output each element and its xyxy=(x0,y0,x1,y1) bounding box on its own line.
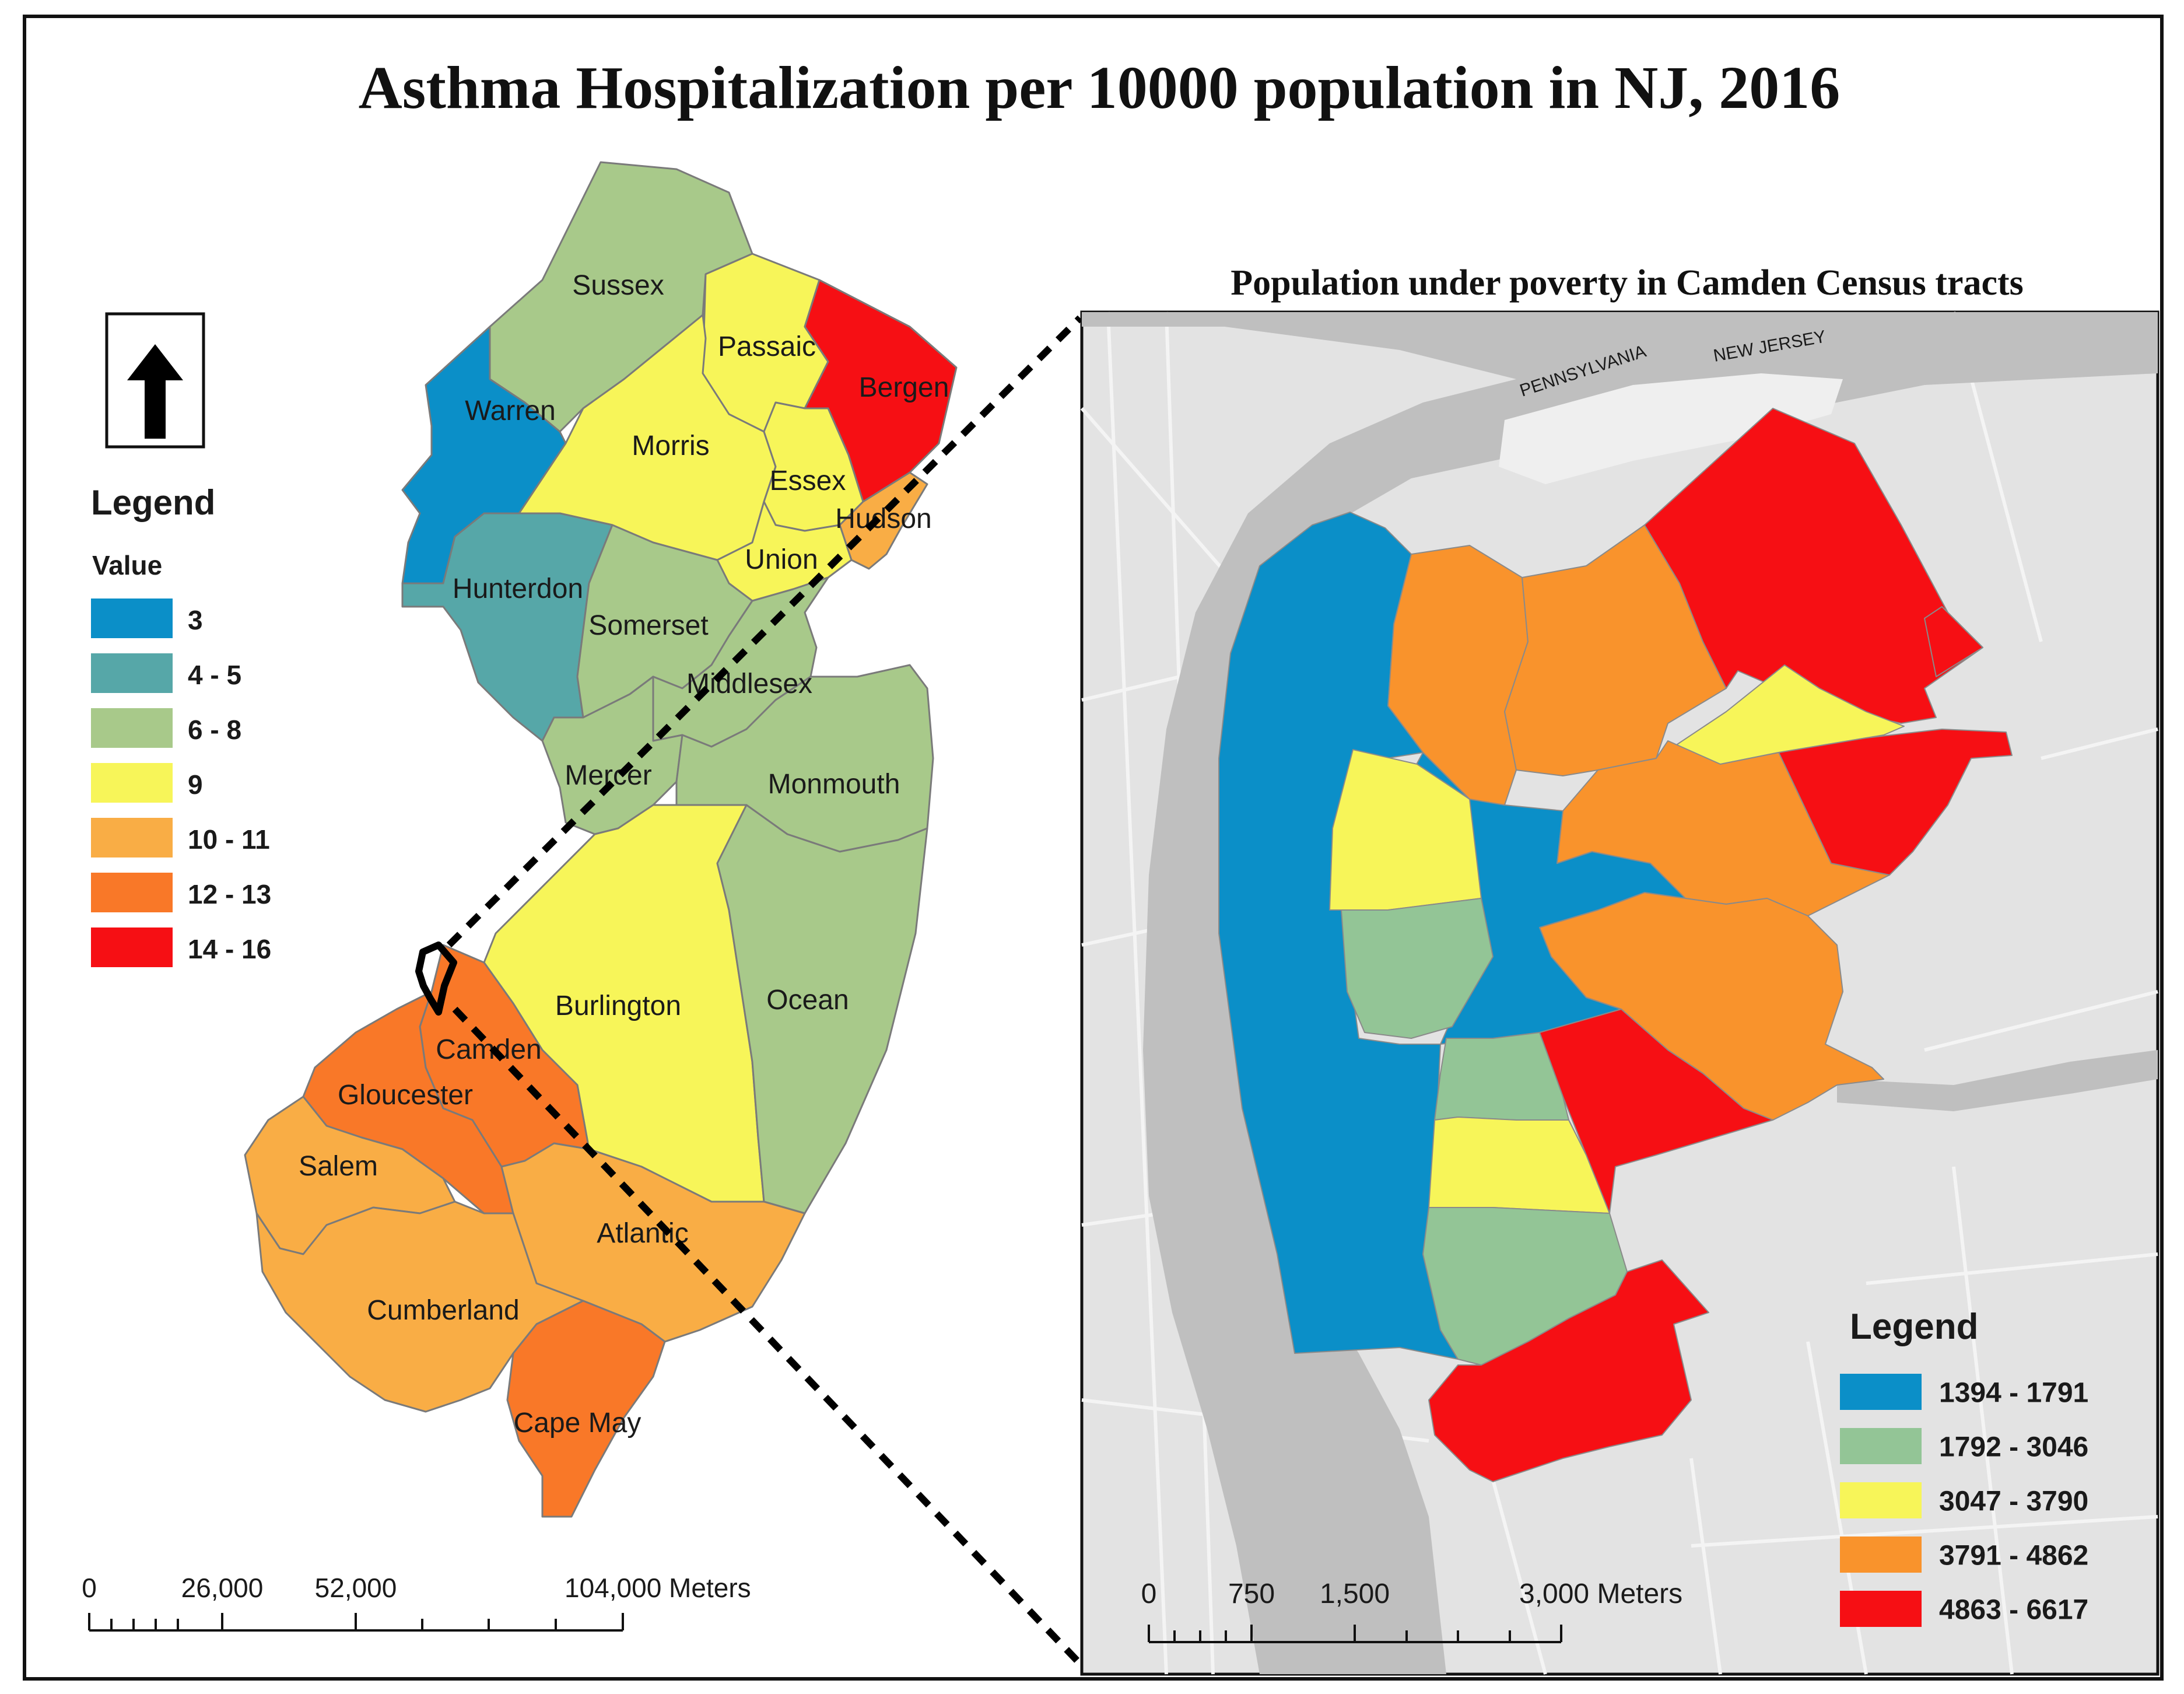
census-tracts xyxy=(1218,408,2013,1482)
tract-orange-n1[interactable] xyxy=(1387,545,1529,806)
inset-legend-swatch-3 xyxy=(1840,1536,1922,1573)
inset-legend-label-0: 1394 - 1791 xyxy=(1939,1377,2088,1408)
inset-scale-labels: 0 750 1,500 3,000 Meters xyxy=(1141,1578,1683,1609)
tract-red-e-notch[interactable] xyxy=(1924,606,1983,677)
nj-legend-swatch-6 xyxy=(91,928,173,967)
county-cape-may[interactable] xyxy=(506,1300,666,1518)
label-monmouth: Monmouth xyxy=(768,769,900,800)
nj-legend: Legend Value 3 4 - 5 6 - 8 9 10 - 11 12 - 13 1… xyxy=(91,483,271,967)
nj-legend-swatch-2 xyxy=(91,708,173,748)
nj-legend-label-4: 10 - 11 xyxy=(188,824,270,855)
inset-legend-swatch-1 xyxy=(1840,1428,1922,1464)
label-bergen: Bergen xyxy=(859,372,949,403)
label-middlesex: Middlesex xyxy=(686,668,812,699)
nj-legend-swatch-5 xyxy=(91,873,173,912)
inset-scale-label-0: 0 xyxy=(1141,1578,1157,1609)
inset-legend-title: Legend xyxy=(1850,1307,1978,1347)
nj-legend-label-5: 12 - 13 xyxy=(188,879,271,909)
nj-scale-label-1: 26,000 xyxy=(181,1573,264,1603)
inset-legend-label-2: 3047 - 3790 xyxy=(1939,1486,2088,1517)
inset-legend-swatch-2 xyxy=(1840,1482,1922,1518)
label-gloucester: Gloucester xyxy=(338,1080,473,1111)
nj-legend-swatch-3 xyxy=(91,763,173,803)
inset-scale-label-3: 3,000 Meters xyxy=(1519,1578,1682,1609)
inset-legend-items: 1394 - 1791 1792 - 3046 3047 - 3790 3791 - … xyxy=(1840,1374,2088,1627)
main-title: Asthma Hospitalization per 10000 populat… xyxy=(359,54,1841,121)
inset-legend-label-4: 4863 - 6617 xyxy=(1939,1594,2088,1625)
inset-legend: Legend 1394 - 1791 1792 - 3046 3047 - 3790… xyxy=(1840,1307,2088,1627)
label-warren: Warren xyxy=(465,396,556,426)
nj-scale-labels: 0 26,000 52,000 104,000 Meters xyxy=(82,1573,751,1603)
label-hunterdon: Hunterdon xyxy=(453,573,583,604)
nj-scale-label-0: 0 xyxy=(82,1573,97,1603)
inset-title: Population under poverty in Camden Censu… xyxy=(1231,263,2024,303)
inset-legend-label-1: 1792 - 3046 xyxy=(1939,1432,2088,1462)
tract-red-s[interactable] xyxy=(1428,1259,1709,1482)
nj-legend-title: Legend xyxy=(91,483,215,522)
nj-legend-label-0: 3 xyxy=(188,605,203,635)
label-cumberland: Cumberland xyxy=(367,1295,519,1326)
label-passaic: Passaic xyxy=(718,331,816,362)
nj-county-map xyxy=(244,161,958,1518)
petty-island xyxy=(1499,373,1843,484)
zoom-connector-lines xyxy=(446,315,1083,1667)
label-somerset: Somerset xyxy=(588,610,708,641)
nj-scale-bar xyxy=(88,1613,624,1632)
nj-legend-swatch-0 xyxy=(91,598,173,638)
label-union: Union xyxy=(745,544,818,575)
tract-green-w[interactable] xyxy=(1341,898,1494,1039)
nj-legend-label-1: 4 - 5 xyxy=(188,660,241,690)
nj-scale-label-3: 104,000 Meters xyxy=(565,1573,751,1603)
label-burlington: Burlington xyxy=(555,991,681,1021)
north-arrow-icon xyxy=(105,312,205,449)
tract-red-se[interactable] xyxy=(1539,1009,1773,1214)
label-essex: Essex xyxy=(770,466,846,496)
label-sussex: Sussex xyxy=(572,270,664,301)
inset-scale-label-2: 1,500 xyxy=(1320,1578,1390,1609)
nj-legend-swatch-1 xyxy=(91,653,173,693)
inset-legend-swatch-4 xyxy=(1840,1591,1922,1627)
label-camden: Camden xyxy=(436,1034,541,1065)
inset-legend-swatch-0 xyxy=(1840,1374,1922,1410)
nj-legend-subtitle: Value xyxy=(92,550,162,580)
inset-legend-label-3: 3791 - 4862 xyxy=(1939,1540,2088,1571)
nj-legend-label-2: 6 - 8 xyxy=(188,715,241,745)
county-ocean[interactable] xyxy=(716,804,928,1214)
nj-legend-label-6: 14 - 16 xyxy=(188,934,271,964)
label-morris: Morris xyxy=(632,430,709,461)
inset-scale-label-1: 750 xyxy=(1228,1578,1275,1609)
nj-legend-items: 3 4 - 5 6 - 8 9 10 - 11 12 - 13 14 - 16 xyxy=(91,598,271,967)
label-hudson: Hudson xyxy=(835,503,931,534)
nj-legend-label-3: 9 xyxy=(188,769,203,800)
label-ocean: Ocean xyxy=(766,985,849,1016)
inset-map: PENNSYLVANIA NEW JERSEY Legend 1394 - xyxy=(1080,310,2160,1676)
camden-city-outline xyxy=(415,942,457,1016)
label-salem: Salem xyxy=(299,1151,378,1182)
label-cape-may: Cape May xyxy=(514,1408,641,1438)
tract-red-ne[interactable] xyxy=(1644,408,1983,724)
nj-legend-swatch-4 xyxy=(91,818,173,858)
label-atlantic: Atlantic xyxy=(597,1218,688,1249)
inset-scale-bar xyxy=(1148,1625,1562,1643)
nj-scale-label-2: 52,000 xyxy=(315,1573,397,1603)
cooper-river xyxy=(1837,1050,2158,1111)
